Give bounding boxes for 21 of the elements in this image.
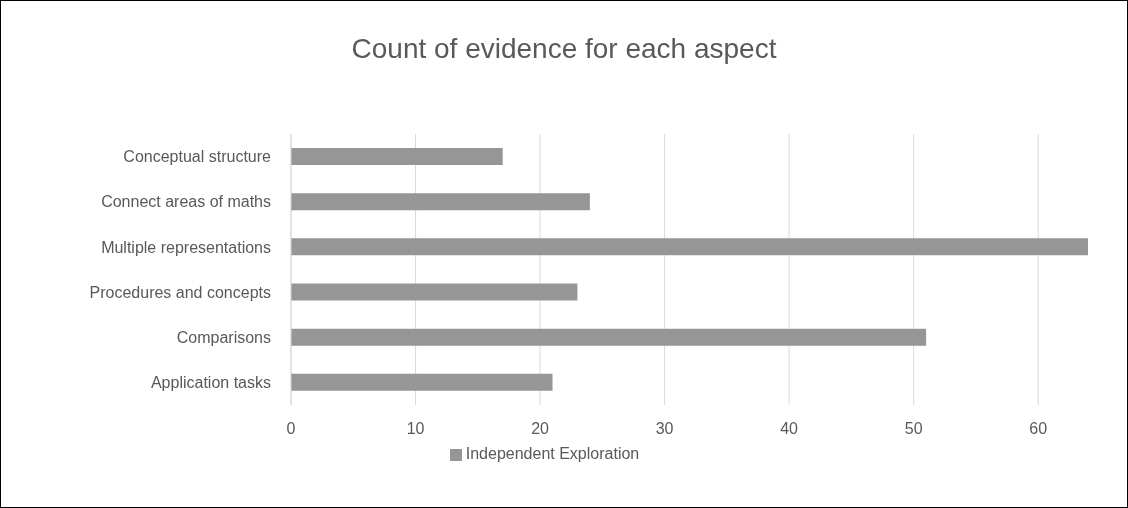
- y-tick-label: Application tasks: [150, 374, 271, 392]
- y-tick-label: Multiple representations: [101, 238, 271, 256]
- x-tick-label: 40: [780, 420, 799, 438]
- bar: [291, 328, 927, 346]
- x-tick-label: 10: [406, 420, 425, 438]
- bar: [291, 193, 590, 211]
- y-tick-label: Comparisons: [176, 328, 271, 346]
- x-tick-label: 20: [531, 420, 550, 438]
- x-tick-label: 0: [286, 420, 296, 438]
- x-tick-label: 30: [655, 420, 674, 438]
- bar: [291, 283, 578, 301]
- bar: [291, 373, 553, 391]
- y-tick-label: Procedures and concepts: [89, 283, 271, 301]
- y-tick-label: Connect areas of maths: [101, 193, 271, 211]
- chart-title: Count of evidence for each aspect: [350, 33, 778, 65]
- x-tick-label: 60: [1029, 420, 1048, 438]
- y-tick-label: Conceptual structure: [123, 148, 272, 166]
- x-tick-label: 50: [904, 420, 923, 438]
- legend-label: Independent Exploration: [465, 445, 640, 462]
- bar: [291, 148, 503, 165]
- bar: [291, 238, 1088, 256]
